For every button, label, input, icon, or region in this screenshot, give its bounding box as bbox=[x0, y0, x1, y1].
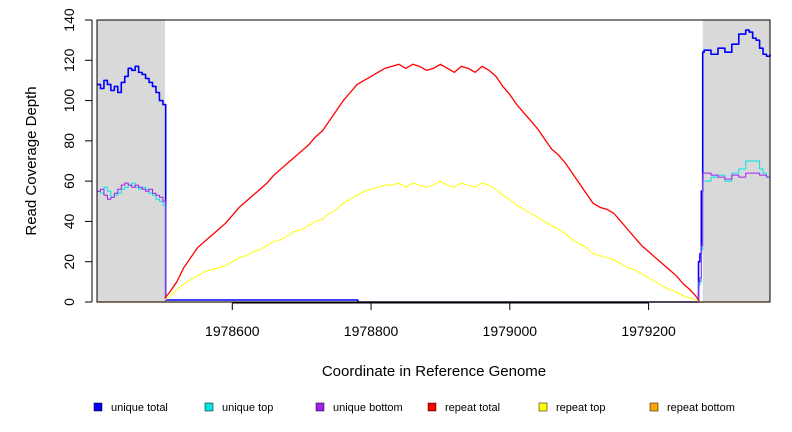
y-tick-label: 80 bbox=[61, 133, 77, 149]
legend: unique total unique top unique bottom repea… bbox=[93, 402, 735, 414]
legend-item-repeat-total: repeat total bbox=[427, 402, 500, 414]
legend-label: unique bottom bbox=[333, 402, 403, 414]
legend-swatch bbox=[204, 402, 214, 412]
legend-label: unique total bbox=[111, 402, 168, 414]
legend-swatch bbox=[93, 402, 103, 412]
legend-label: unique top bbox=[222, 402, 273, 414]
shaded-region-0 bbox=[97, 20, 165, 302]
y-tick-label: 20 bbox=[61, 254, 77, 270]
series-repeat-total bbox=[164, 63, 700, 301]
y-axis-title: Read Coverage Depth bbox=[23, 86, 40, 235]
shaded-regions bbox=[97, 20, 770, 302]
x-tick-label: 1978600 bbox=[205, 323, 260, 339]
legend-swatch bbox=[538, 402, 548, 412]
legend-swatch bbox=[649, 402, 659, 412]
plot-frame bbox=[96, 19, 771, 303]
legend-item-unique-total: unique total bbox=[93, 402, 168, 414]
legend-item-unique-bottom: unique bottom bbox=[315, 402, 403, 414]
legend-swatch bbox=[315, 402, 325, 412]
series-unique-top bbox=[97, 160, 771, 303]
y-tick-label: 40 bbox=[61, 213, 77, 229]
y-tick-label: 0 bbox=[61, 298, 77, 306]
x-tick-label: 1979200 bbox=[621, 323, 676, 339]
y-tick-label: 140 bbox=[61, 8, 77, 32]
series-unique-total bbox=[97, 29, 771, 303]
x-axis-title: Coordinate in Reference Genome bbox=[322, 363, 546, 380]
y-tick-label: 120 bbox=[61, 48, 77, 72]
legend-swatch bbox=[427, 402, 437, 412]
x-axis: 1978600 1978800 1979000 1979200 bbox=[205, 302, 676, 339]
legend-item-unique-top: unique top bbox=[204, 402, 273, 414]
legend-label: repeat bottom bbox=[667, 402, 735, 414]
series-unique-bottom bbox=[97, 172, 770, 303]
legend-label: repeat total bbox=[445, 402, 500, 414]
x-tick-label: 1979000 bbox=[483, 323, 538, 339]
legend-label: repeat top bbox=[556, 402, 606, 414]
series-repeat-top bbox=[164, 180, 699, 303]
y-tick-label: 60 bbox=[61, 173, 77, 189]
legend-item-repeat-top: repeat top bbox=[538, 402, 606, 414]
x-tick-label: 1978800 bbox=[344, 323, 399, 339]
series-lines bbox=[97, 29, 771, 303]
legend-item-repeat-bottom: repeat bottom bbox=[649, 402, 735, 414]
y-axis: 0 20 40 60 80 100 120 140 bbox=[61, 8, 93, 306]
y-tick-label: 100 bbox=[61, 89, 77, 113]
